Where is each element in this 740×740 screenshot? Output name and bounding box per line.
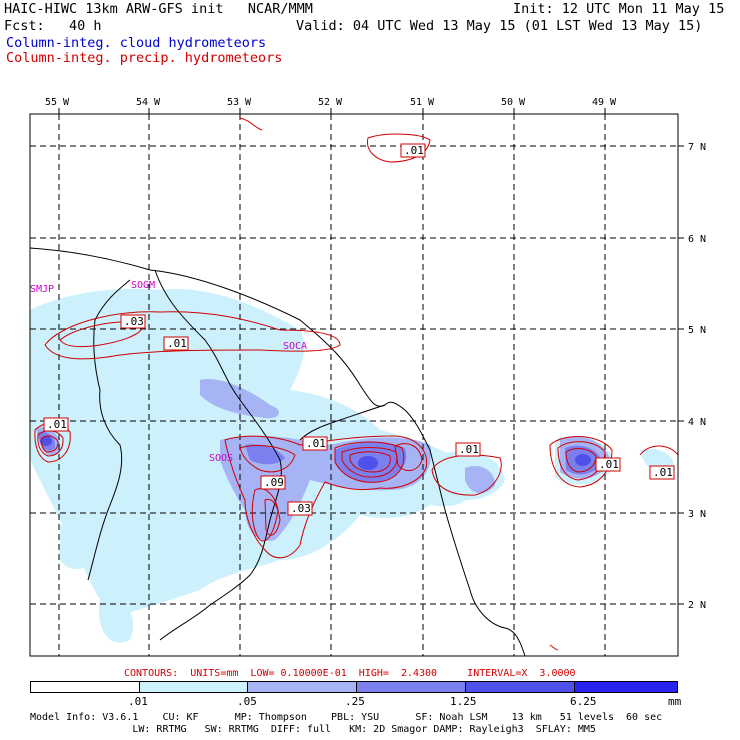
station-label: SOCA [283,341,307,352]
contour-label: .03 [124,315,144,328]
footer-line2: LW: RRTMG SW: RRTMG DIFF: full KM: 2D Sm… [30,724,596,735]
lon-label: 55 W [45,97,70,108]
contour-labels: .01 .03 .01 .01 .01 .09 .03 .01 .01 .01 [43,143,675,516]
lon-label: 54 W [136,97,161,108]
colorbar-tick-label: .01 [128,695,148,708]
contour-label: .01 [47,418,67,431]
colorbar-bin [139,682,247,692]
precip-contours [34,117,678,651]
colorbar-tick-label: 1.25 [450,695,477,708]
contour-label: .01 [459,443,479,456]
lon-label: 49 W [592,97,617,108]
lat-labels: 7 N 6 N 5 N 4 N 3 N 2 N [688,142,706,611]
station-label: SMJP [30,284,54,295]
lon-label: 51 W [410,97,435,108]
colorbar-bin [356,682,465,692]
contours-info: CONTOURS: UNITS=mm LOW= 0.10000E-01 HIGH… [124,668,576,679]
colorbar-bin [31,682,139,692]
legend-cloud: Column-integ. cloud hydrometeors [6,35,267,51]
colorbar-tick-label: .05 [237,695,257,708]
header-line1-right: Init: 12 UTC Mon 11 May 15 [513,1,725,17]
contour-label: .01 [167,337,187,350]
cloud-fill-core [40,436,591,470]
map-frame [29,113,679,657]
lat-label: 4 N [688,417,706,428]
lon-label: 52 W [318,97,343,108]
station-label: SOOS [209,453,233,464]
lat-label: 3 N [688,509,706,520]
colorbar-bin [465,682,574,692]
contour-label: .01 [599,458,619,471]
colorbar-tick-label: .25 [345,695,365,708]
lon-labels: 55 W 54 W 53 W 52 W 51 W 50 W 49 W [45,97,617,108]
lat-axis [678,145,684,605]
contour-label: .01 [306,437,326,450]
header-line1-left: HAIC-HIWC 13km ARW-GFS init NCAR/MMM [4,1,313,17]
footer-line1: Model Info: V3.6.1 CU: KF MP: Thompson P… [30,712,663,723]
header-line2-right: Valid: 04 UTC Wed 13 May 15 (01 LST Wed … [296,18,703,34]
contour-label: .01 [404,144,424,157]
contour-label: .09 [264,476,284,489]
station-label: SOGM [131,280,155,291]
colorbar-units: mm [668,695,682,708]
contour-label: .01 [653,466,673,479]
lon-label: 53 W [227,97,252,108]
colorbar-tick-label: 6.25 [570,695,597,708]
lat-label: 7 N [688,142,706,153]
coastline [30,247,526,656]
lon-label: 50 W [501,97,526,108]
colorbar [30,681,678,693]
header-line2-left: Fcst: 40 h [4,18,102,34]
grid-lines [30,114,678,656]
lat-label: 6 N [688,234,706,245]
lon-axis [58,108,606,114]
contour-label: .03 [291,502,311,515]
colorbar-bin [247,682,356,692]
station-labels: SMJP SOGM SOCA SOOS [30,280,307,464]
legend-precip: Column-integ. precip. hydrometeors [6,50,283,66]
lat-label: 5 N [688,325,706,336]
colorbar-bin [574,682,677,692]
lat-label: 2 N [688,600,706,611]
